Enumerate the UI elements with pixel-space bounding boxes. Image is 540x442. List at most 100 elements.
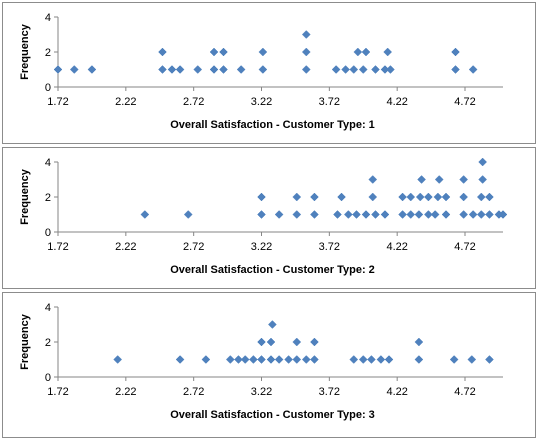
x-tick-label: 3.72 xyxy=(319,96,340,108)
x-tick-label: 3.22 xyxy=(251,241,272,253)
data-point xyxy=(449,355,459,364)
data-point xyxy=(467,355,477,364)
data-point xyxy=(380,210,390,219)
data-point xyxy=(274,355,284,364)
data-point xyxy=(333,210,342,219)
data-point xyxy=(284,355,293,364)
data-point xyxy=(337,192,346,202)
data-point xyxy=(459,175,469,184)
data-point xyxy=(310,192,319,202)
data-point xyxy=(257,355,266,364)
data-point xyxy=(349,65,359,74)
x-tick-label: 2.22 xyxy=(115,241,136,253)
x-tick-label: 2.72 xyxy=(183,241,204,253)
data-point xyxy=(257,337,266,347)
data-point xyxy=(158,47,167,57)
y-tick-label: 0 xyxy=(45,227,51,239)
x-tick-label: 3.72 xyxy=(319,241,340,253)
y-axis-title: Frequency xyxy=(19,313,31,370)
data-point xyxy=(485,210,494,219)
y-tick-label: 2 xyxy=(45,192,51,204)
data-point xyxy=(343,210,353,219)
data-point xyxy=(183,210,193,219)
y-tick-label: 0 xyxy=(45,372,51,384)
y-axis-title: Frequency xyxy=(19,23,31,80)
data-point xyxy=(240,355,250,364)
data-point xyxy=(201,355,211,364)
data-point xyxy=(292,192,302,202)
scatter-chart-2: 0 2 4 1.72 2.22 2.72 3.22 3.72 4.22 4.72 Overall S… xyxy=(19,157,508,276)
data-point xyxy=(383,47,393,57)
data-point xyxy=(274,210,284,219)
x-tick-label: 4.72 xyxy=(454,96,475,108)
data-point xyxy=(430,210,440,219)
data-point xyxy=(459,210,469,219)
data-point xyxy=(352,210,361,219)
data-point xyxy=(451,47,460,57)
data-point xyxy=(113,355,123,364)
x-tick-label: 4.72 xyxy=(454,241,475,253)
data-point xyxy=(441,192,451,202)
data-point xyxy=(87,65,97,74)
x-axis-title: Overall Satisfaction - Customer Type: 3 xyxy=(170,409,375,421)
data-point xyxy=(140,210,150,219)
data-point xyxy=(406,210,416,219)
data-point xyxy=(266,355,276,364)
data-point xyxy=(258,47,268,57)
data-point xyxy=(414,210,424,219)
y-tick-label: 0 xyxy=(45,82,51,94)
data-point xyxy=(158,65,167,74)
data-point xyxy=(331,65,341,74)
chart-panel-customer-type-3: 0 2 4 1.72 2.22 2.72 3.22 3.72 4.22 4.72 Overall S… xyxy=(2,292,536,438)
data-point xyxy=(209,47,219,57)
y-tick-label: 2 xyxy=(45,47,51,59)
data-point xyxy=(219,65,228,74)
x-tick-label: 4.72 xyxy=(454,386,475,398)
data-point xyxy=(53,65,63,74)
data-point xyxy=(310,355,319,364)
data-point xyxy=(69,65,79,74)
scatter-chart-3: 0 2 4 1.72 2.22 2.72 3.22 3.72 4.22 4.72 Overall S… xyxy=(19,302,503,421)
data-point xyxy=(249,355,258,364)
x-tick-label: 1.72 xyxy=(47,96,68,108)
data-point xyxy=(257,210,266,219)
chart-panel-customer-type-1: 0 2 4 1.72 2.22 2.72 3.22 3.72 4.22 4.72 Overall S… xyxy=(2,2,536,144)
data-point xyxy=(451,65,460,74)
data-point xyxy=(478,175,488,184)
data-point xyxy=(424,192,433,202)
data-point xyxy=(358,355,368,364)
data-point xyxy=(193,65,203,74)
x-tick-label: 3.22 xyxy=(251,386,272,398)
data-point xyxy=(367,355,376,364)
data-point xyxy=(349,355,359,364)
y-tick-label: 4 xyxy=(45,12,51,24)
data-point xyxy=(358,65,368,74)
data-point xyxy=(175,355,185,364)
data-point xyxy=(376,355,386,364)
data-point xyxy=(434,175,444,184)
data-point xyxy=(468,210,478,219)
data-point xyxy=(498,210,508,219)
data-point xyxy=(301,30,311,39)
data-point xyxy=(424,210,433,219)
data-point xyxy=(292,337,302,347)
data-point xyxy=(361,210,371,219)
data-point xyxy=(485,355,494,364)
x-tick-label: 4.22 xyxy=(386,241,407,253)
x-tick-label: 2.22 xyxy=(115,96,136,108)
y-axis-title: Frequency xyxy=(19,168,31,225)
data-point xyxy=(310,210,319,219)
data-point xyxy=(301,65,311,74)
x-axis-title: Overall Satisfaction - Customer Type: 2 xyxy=(170,264,375,276)
x-axis-title: Overall Satisfaction - Customer Type: 1 xyxy=(170,119,375,131)
data-point xyxy=(371,65,380,74)
y-tick-label: 4 xyxy=(45,302,51,314)
data-point xyxy=(406,192,416,202)
data-point xyxy=(459,192,469,202)
data-point xyxy=(219,47,228,57)
data-point xyxy=(415,192,425,202)
data-point xyxy=(417,175,426,184)
data-point xyxy=(414,337,424,347)
x-tick-label: 1.72 xyxy=(47,241,68,253)
data-point xyxy=(301,47,311,57)
